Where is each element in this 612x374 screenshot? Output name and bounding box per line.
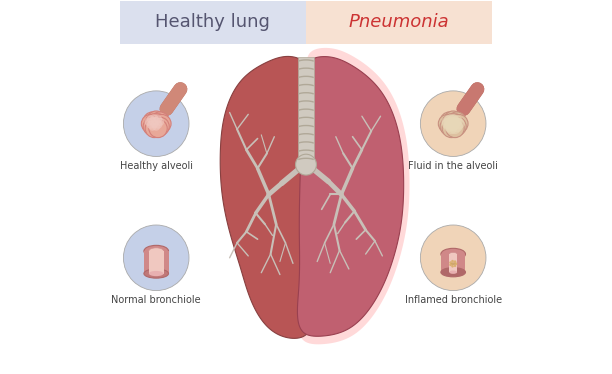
Ellipse shape <box>144 269 168 278</box>
Polygon shape <box>441 254 466 272</box>
Ellipse shape <box>449 270 457 274</box>
Circle shape <box>446 114 464 132</box>
Circle shape <box>150 114 159 122</box>
Circle shape <box>420 91 486 156</box>
Circle shape <box>449 264 452 266</box>
Circle shape <box>149 119 167 138</box>
Bar <box>306 1 492 43</box>
Circle shape <box>144 118 153 126</box>
Circle shape <box>148 117 157 125</box>
Circle shape <box>145 119 163 138</box>
Polygon shape <box>144 251 168 273</box>
Circle shape <box>446 123 457 134</box>
Circle shape <box>446 117 457 129</box>
Circle shape <box>148 122 157 131</box>
Circle shape <box>146 120 155 129</box>
Circle shape <box>124 225 189 291</box>
Circle shape <box>449 117 457 125</box>
Circle shape <box>147 116 165 135</box>
Circle shape <box>440 117 458 136</box>
Circle shape <box>151 112 169 130</box>
Circle shape <box>451 265 454 267</box>
Circle shape <box>446 122 453 131</box>
Circle shape <box>447 112 466 130</box>
Circle shape <box>420 225 486 291</box>
Circle shape <box>448 117 466 136</box>
Circle shape <box>449 122 457 131</box>
Text: Fluid in the alveoli: Fluid in the alveoli <box>408 161 498 171</box>
Circle shape <box>449 261 452 264</box>
Circle shape <box>446 119 464 138</box>
Polygon shape <box>297 56 404 336</box>
Circle shape <box>447 120 459 131</box>
Circle shape <box>450 114 468 133</box>
Circle shape <box>449 123 461 134</box>
Circle shape <box>156 118 164 126</box>
Circle shape <box>443 120 452 129</box>
Circle shape <box>141 114 160 133</box>
Circle shape <box>449 117 461 129</box>
Circle shape <box>447 120 455 128</box>
Circle shape <box>143 117 162 136</box>
Text: Healthy alveoli: Healthy alveoli <box>120 161 193 171</box>
Circle shape <box>442 114 460 132</box>
Circle shape <box>453 260 457 263</box>
Circle shape <box>124 91 189 156</box>
Text: Inflamed bronchiole: Inflamed bronchiole <box>405 295 502 305</box>
Ellipse shape <box>441 268 466 277</box>
Circle shape <box>150 120 159 128</box>
Circle shape <box>455 263 457 265</box>
Ellipse shape <box>450 263 456 265</box>
Circle shape <box>442 119 460 138</box>
Circle shape <box>143 112 162 130</box>
Circle shape <box>451 120 460 129</box>
Circle shape <box>154 120 162 129</box>
Polygon shape <box>220 56 317 338</box>
Circle shape <box>441 118 450 126</box>
Polygon shape <box>449 254 457 272</box>
Circle shape <box>444 116 455 127</box>
Circle shape <box>453 264 457 267</box>
Circle shape <box>440 112 458 130</box>
Circle shape <box>145 114 163 132</box>
Circle shape <box>447 114 459 126</box>
Circle shape <box>451 121 463 132</box>
Text: Pneumonia: Pneumonia <box>349 13 449 31</box>
Ellipse shape <box>144 245 168 257</box>
Circle shape <box>451 116 463 127</box>
Circle shape <box>447 114 455 122</box>
Ellipse shape <box>149 271 163 276</box>
Circle shape <box>438 114 457 133</box>
Bar <box>120 1 306 43</box>
Circle shape <box>451 260 454 263</box>
Circle shape <box>147 111 165 129</box>
Circle shape <box>444 115 452 123</box>
Circle shape <box>153 114 171 133</box>
Circle shape <box>296 154 316 175</box>
Circle shape <box>442 118 453 129</box>
Ellipse shape <box>441 248 466 260</box>
Circle shape <box>453 118 461 126</box>
Polygon shape <box>297 48 409 344</box>
Circle shape <box>146 115 155 123</box>
Circle shape <box>154 115 162 123</box>
Polygon shape <box>149 251 163 273</box>
Circle shape <box>444 121 455 132</box>
Circle shape <box>151 117 170 136</box>
Circle shape <box>444 116 462 135</box>
Bar <box>298 56 314 165</box>
Ellipse shape <box>149 248 163 254</box>
Circle shape <box>152 117 160 125</box>
Circle shape <box>149 114 167 132</box>
Text: Normal bronchiole: Normal bronchiole <box>111 295 201 305</box>
Text: Healthy lung: Healthy lung <box>155 13 271 31</box>
Circle shape <box>152 122 160 131</box>
Circle shape <box>446 117 453 125</box>
Circle shape <box>453 118 465 129</box>
Circle shape <box>444 111 462 129</box>
Ellipse shape <box>449 252 457 256</box>
Circle shape <box>451 115 459 123</box>
